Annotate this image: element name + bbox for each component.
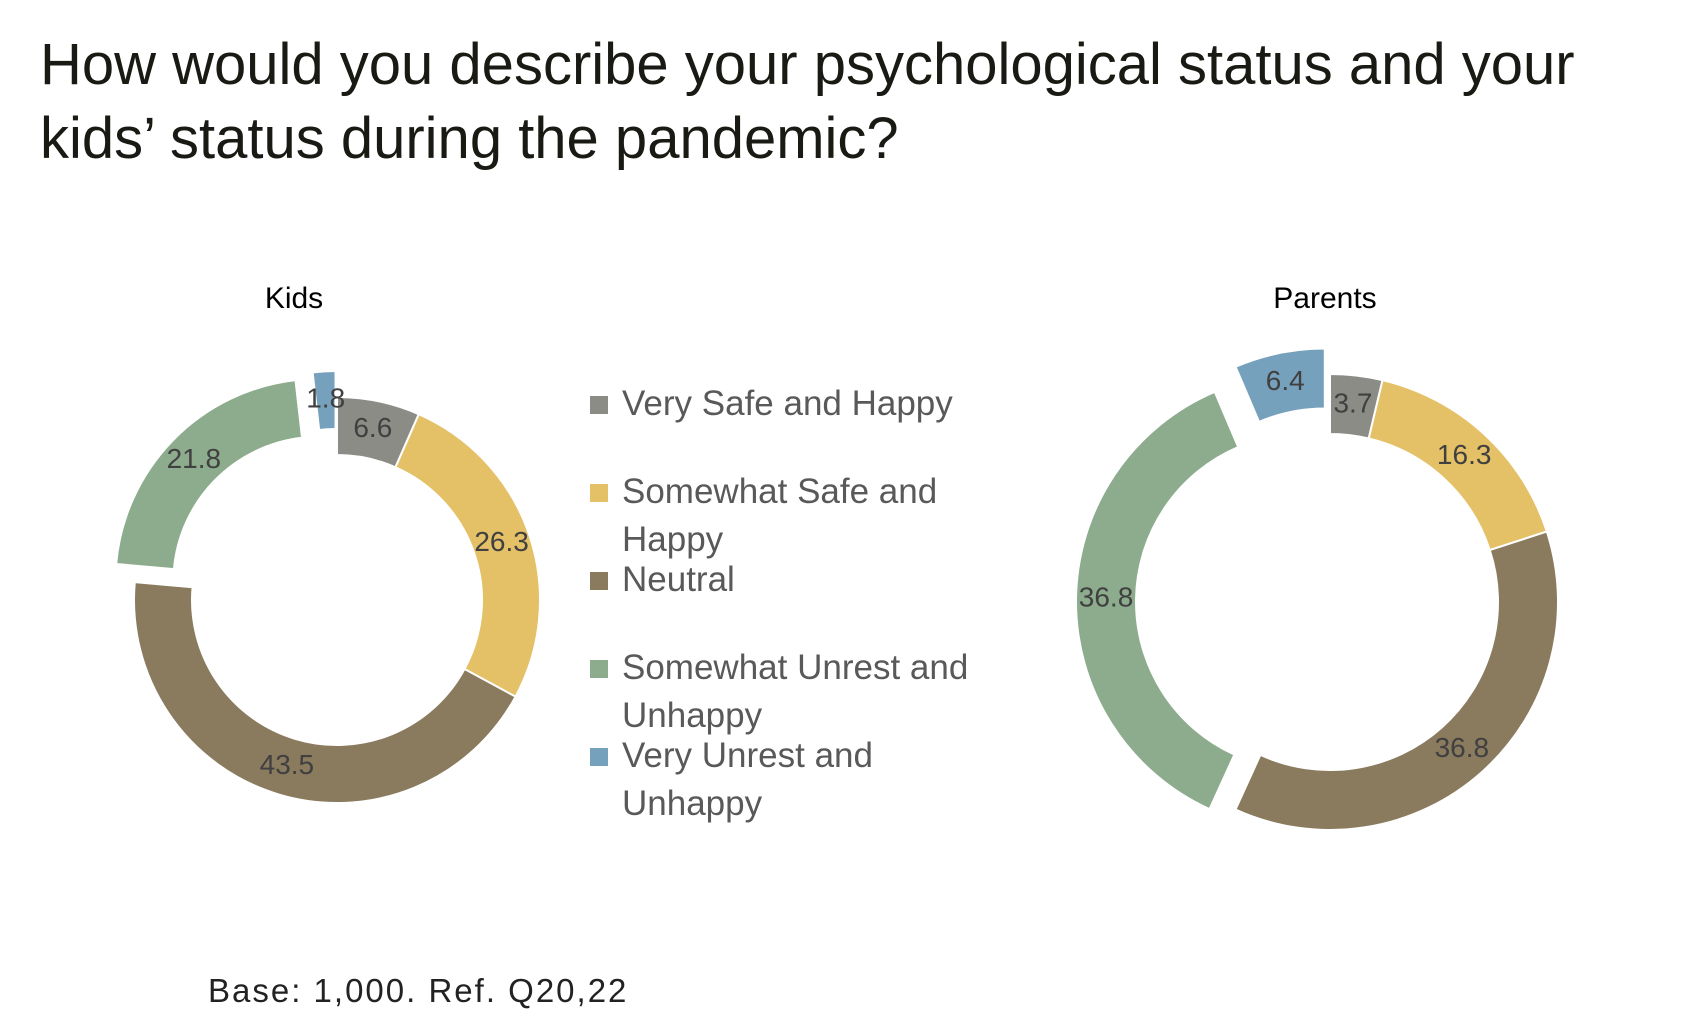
data-label: 21.8	[167, 443, 222, 474]
data-label: 36.8	[1435, 732, 1490, 763]
donut-slice	[1234, 530, 1559, 831]
legend-label: Somewhat Unrest and Unhappy	[622, 648, 969, 735]
legend-label: Very Safe and Happy	[622, 384, 953, 423]
donut-slice	[115, 379, 304, 571]
data-label: 6.6	[353, 412, 392, 443]
legend-swatch	[590, 484, 608, 502]
chart-subtitle: Parents	[1273, 282, 1376, 315]
legend-swatch	[590, 572, 608, 590]
donut-slice	[311, 370, 337, 432]
data-label: 3.7	[1333, 388, 1372, 419]
donut-slice	[1075, 390, 1240, 811]
legend-label: Very Unrest and Unhappy	[622, 736, 873, 823]
footnote: Base: 1,000. Ref. Q20,22	[208, 972, 629, 1009]
chart-subtitle: Kids	[265, 282, 323, 315]
legend-label: Somewhat Safe and Happy	[622, 472, 938, 559]
legend-swatch	[590, 396, 608, 414]
legend-label: Neutral	[622, 560, 735, 599]
donut-slice	[1234, 347, 1326, 424]
donut-slice	[394, 412, 541, 699]
data-label: 16.3	[1437, 439, 1492, 470]
legend-swatch	[590, 748, 608, 766]
data-label: 26.3	[474, 526, 529, 557]
data-label: 1.8	[306, 383, 345, 414]
data-label: 43.5	[260, 749, 315, 780]
donut-slice	[133, 581, 517, 804]
data-label: 6.4	[1266, 365, 1305, 396]
page-title: How would you describe your psychologica…	[40, 32, 1575, 171]
legend-swatch	[590, 660, 608, 678]
data-label: 36.8	[1079, 582, 1134, 613]
